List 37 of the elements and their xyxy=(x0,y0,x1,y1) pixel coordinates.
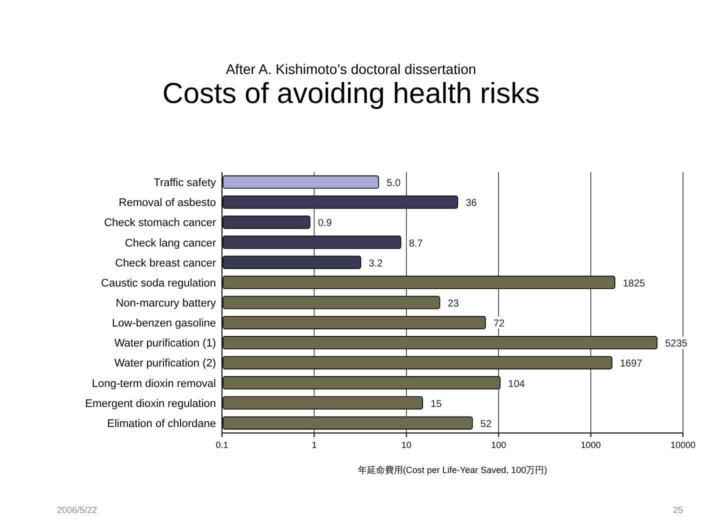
data-label: 52 xyxy=(480,418,492,430)
data-label: 104 xyxy=(508,378,526,390)
y-tick-label: Elimation of chlordane xyxy=(107,418,216,430)
x-tick-label: 100 xyxy=(491,440,506,450)
data-label: 5.0 xyxy=(386,178,401,190)
data-label: 0.9 xyxy=(318,218,332,230)
data-label: 15 xyxy=(430,398,442,410)
y-tick-label: Caustic soda regulation xyxy=(101,277,216,290)
data-label: 1825 xyxy=(622,278,646,290)
data-label: 1697 xyxy=(620,358,643,370)
y-tick-label: Low-benzen gasoline xyxy=(112,318,216,330)
y-tick-label: Water purification (1) xyxy=(114,338,216,350)
y-tick-label: Check breast cancer xyxy=(115,257,216,270)
x-tick-label: 1000 xyxy=(580,440,601,450)
text: 25 xyxy=(672,505,683,515)
data-label: 36 xyxy=(466,198,478,210)
data-label: 5235 xyxy=(665,338,688,350)
chart-subtitle: After A. Kishimoto’s doctoral dissertation xyxy=(226,61,476,77)
y-tick-label: Long-term dioxin removal xyxy=(92,378,216,390)
y-tick-label: Traffic safety xyxy=(154,177,216,190)
y-tick-label: Check stomach cancer xyxy=(104,217,216,230)
x-tick-label: 1 xyxy=(312,440,317,450)
chart-title: Costs of avoiding health risks xyxy=(162,78,540,110)
x-tick-label: 10 xyxy=(401,440,412,450)
x-tick-label: 0.1 xyxy=(216,440,228,450)
data-label: 8.7 xyxy=(408,238,424,250)
data-label: 72 xyxy=(493,318,506,330)
y-tick-label: Removal of asbesto xyxy=(118,197,216,210)
data-label: 3.2 xyxy=(368,258,384,270)
x-tick-label: 10000 xyxy=(670,440,696,450)
y-tick-label: Water purification (2) xyxy=(114,358,216,370)
y-tick-label: Emergent dioxin regulation xyxy=(85,398,216,410)
x-axis-title: 年延命費用(Cost per Life-Year Saved, 100万円) xyxy=(358,465,548,475)
y-tick-label: Non-marcury battery xyxy=(116,298,216,310)
data-label: 23 xyxy=(448,298,460,310)
text: 2006/5/22 xyxy=(57,505,98,515)
y-tick-label: Check lang cancer xyxy=(124,237,216,250)
